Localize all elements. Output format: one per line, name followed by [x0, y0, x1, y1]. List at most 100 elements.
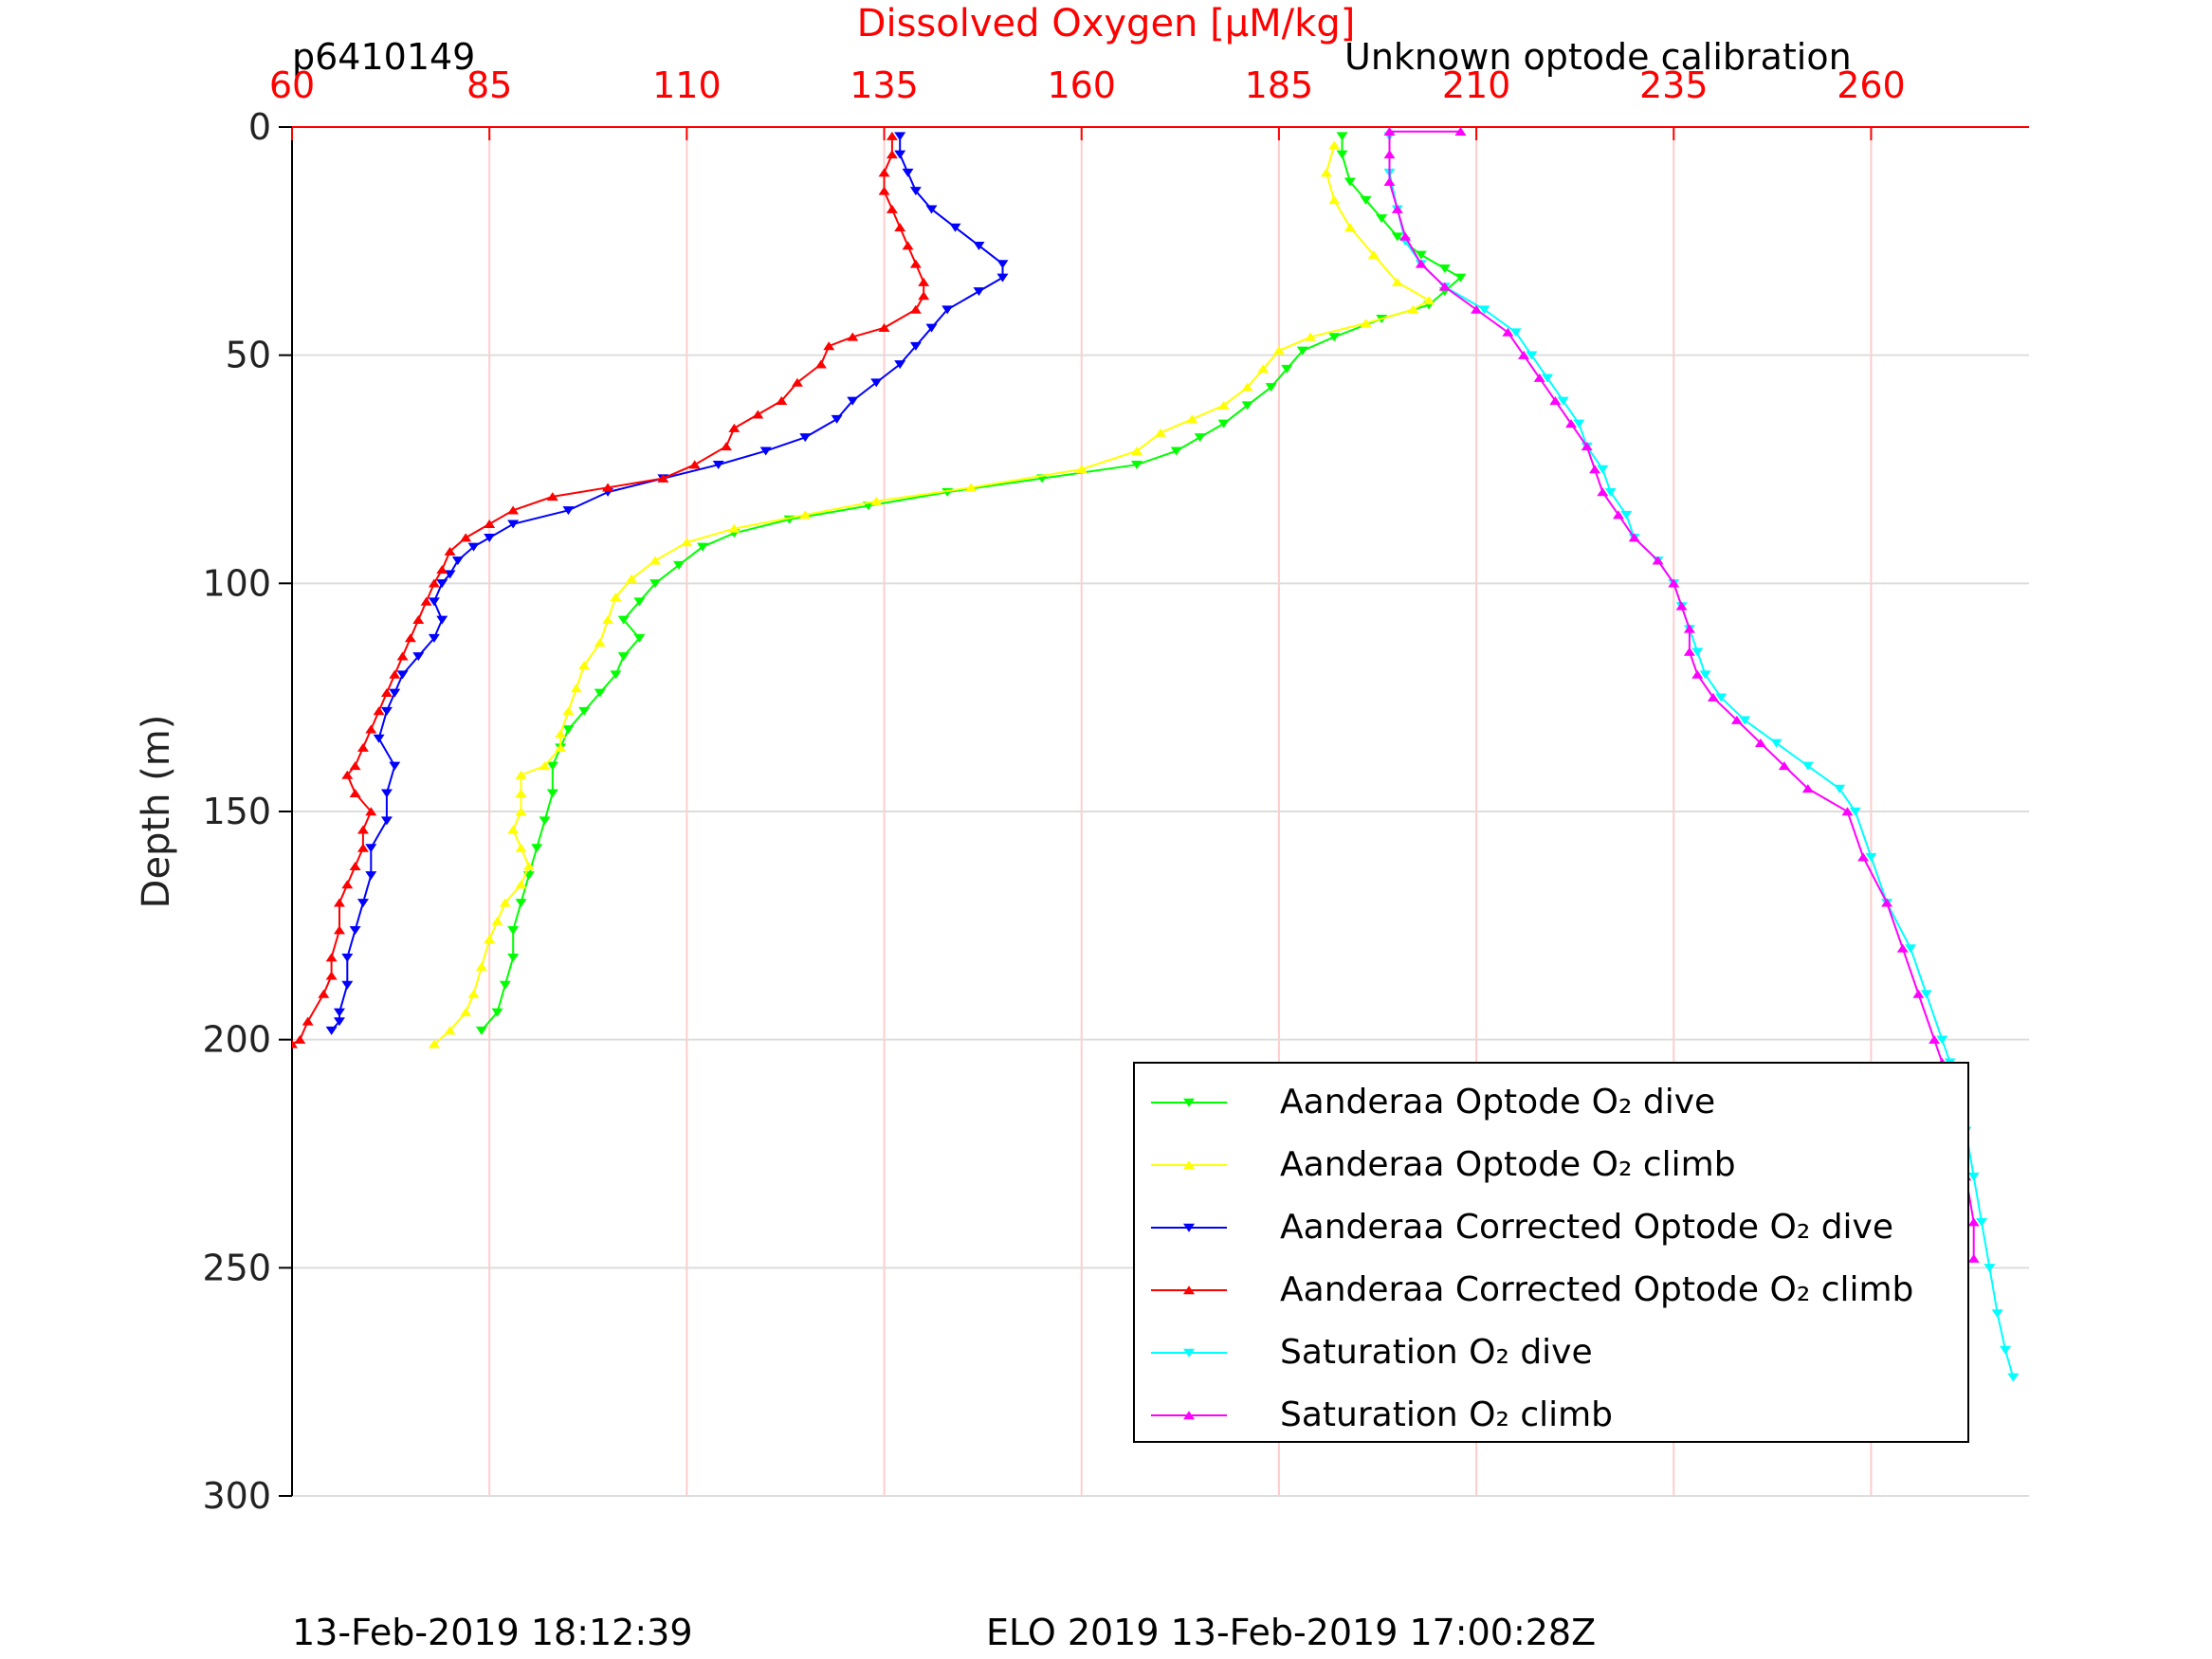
data-point: [728, 423, 740, 432]
data-point: [380, 816, 393, 826]
data-point: [420, 596, 432, 606]
data-point: [1360, 319, 1372, 328]
data-point: [444, 570, 456, 579]
data-point: [1683, 647, 1695, 656]
data-point: [1281, 364, 1293, 374]
data-point: [1929, 1034, 1941, 1044]
data-point: [546, 492, 558, 501]
data-point: [373, 734, 385, 743]
data-point: [1573, 419, 1585, 428]
data-point: [356, 825, 369, 834]
data-point: [412, 652, 425, 662]
data-point: [1423, 296, 1435, 305]
data-point: [570, 684, 582, 693]
data-point: [546, 761, 558, 771]
data-point: [428, 633, 440, 643]
data-point: [380, 789, 393, 798]
data-point: [1265, 383, 1277, 392]
data-point: [507, 520, 520, 529]
data-point: [365, 844, 377, 853]
data-point: [878, 186, 890, 195]
data-point: [681, 538, 693, 547]
data-point: [373, 706, 385, 716]
data-point: [507, 953, 520, 962]
data-point: [1186, 414, 1198, 424]
data-point: [341, 980, 354, 990]
y-axis-label: Depth (m): [135, 715, 178, 909]
data-point: [1801, 761, 1814, 771]
data-point: [633, 633, 646, 643]
data-point: [380, 706, 393, 716]
data-point: [594, 688, 606, 698]
data-point: [1320, 168, 1332, 177]
data-point: [728, 523, 740, 533]
legend-entry-label: Aanderaa Optode O₂ climb: [1280, 1145, 1736, 1184]
y-tick-label: 250: [202, 1247, 271, 1288]
data-point: [965, 483, 978, 492]
data-point: [1407, 304, 1419, 314]
data-point: [341, 953, 354, 962]
legend-entry-label: Aanderaa Optode O₂ dive: [1280, 1083, 1715, 1121]
data-point: [1415, 259, 1427, 268]
data-point: [380, 688, 393, 698]
legend-entry-label: Saturation O₂ climb: [1280, 1395, 1613, 1434]
data-point: [1991, 1309, 2003, 1319]
data-point: [1581, 442, 1593, 451]
data-point: [333, 1017, 345, 1027]
series-4: [292, 131, 930, 1048]
data-point: [1739, 716, 1751, 725]
data-point: [1391, 204, 1403, 213]
legend-swatch-marker: [1183, 1411, 1195, 1420]
legend-entry-label: Saturation O₂ dive: [1280, 1333, 1593, 1372]
data-point: [1754, 738, 1766, 747]
data-point: [649, 556, 662, 565]
y-tick-label: 300: [202, 1475, 271, 1517]
data-point: [1170, 447, 1182, 456]
data-point: [562, 725, 575, 735]
data-point: [507, 825, 520, 834]
data-point: [1967, 1253, 1980, 1263]
data-point: [1905, 944, 1917, 954]
legend-swatch-marker: [1183, 1098, 1195, 1107]
x-tick-label: 110: [652, 64, 722, 106]
legend-swatch-marker: [1183, 1223, 1195, 1232]
data-point: [902, 241, 914, 250]
data-point: [814, 359, 827, 369]
x-tick-label: 135: [850, 64, 919, 106]
data-point: [909, 341, 922, 351]
data-point: [356, 742, 369, 752]
data-point: [1857, 852, 1870, 862]
data-point: [1912, 989, 1925, 998]
data-point: [1344, 177, 1356, 187]
x-tick-label: 210: [1442, 64, 1511, 106]
data-point: [1217, 400, 1230, 410]
x-tick-label: 160: [1047, 64, 1116, 106]
legend-entry-label: Aanderaa Corrected Optode O₂ dive: [1280, 1208, 1893, 1247]
data-point: [752, 410, 764, 419]
data-point: [649, 579, 662, 589]
data-point: [491, 916, 503, 925]
data-point: [1454, 273, 1467, 283]
data-point: [436, 615, 448, 625]
data-point: [365, 724, 377, 734]
data-point: [697, 542, 709, 552]
data-point: [617, 615, 630, 625]
data-point: [633, 597, 646, 607]
data-point: [759, 447, 772, 456]
data-point: [1612, 510, 1624, 520]
data-point: [1391, 277, 1403, 286]
data-point: [1415, 250, 1427, 260]
data-point: [546, 789, 558, 798]
x-tick-label: 260: [1837, 64, 1906, 106]
data-point: [436, 565, 448, 574]
data-point: [1376, 214, 1388, 224]
data-point: [878, 322, 890, 332]
data-point: [428, 1039, 440, 1048]
data-point: [1336, 150, 1348, 159]
data-point: [460, 1007, 472, 1016]
data-point: [1628, 533, 1640, 542]
data-point: [562, 506, 575, 516]
data-point: [396, 651, 409, 661]
data-point: [491, 1008, 503, 1017]
